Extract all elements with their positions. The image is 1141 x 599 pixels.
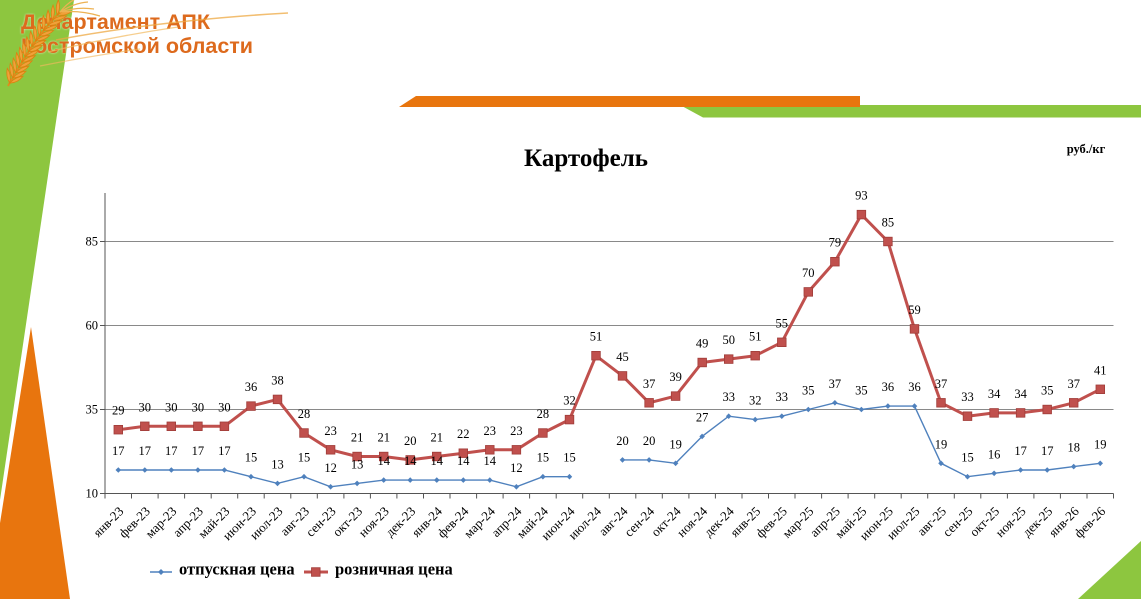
- svg-text:41: 41: [1094, 363, 1107, 377]
- svg-text:15: 15: [563, 451, 576, 465]
- svg-text:33: 33: [722, 390, 735, 404]
- svg-text:50: 50: [722, 333, 735, 347]
- svg-text:33: 33: [776, 390, 789, 404]
- svg-text:35: 35: [855, 384, 868, 398]
- svg-text:14: 14: [457, 454, 470, 468]
- svg-text:27: 27: [696, 410, 709, 424]
- svg-text:20: 20: [643, 434, 656, 448]
- svg-text:85: 85: [882, 216, 895, 230]
- svg-text:17: 17: [139, 444, 152, 458]
- svg-text:38: 38: [271, 373, 284, 387]
- svg-text:12: 12: [324, 461, 337, 475]
- svg-text:23: 23: [510, 424, 523, 438]
- svg-text:13: 13: [271, 457, 284, 471]
- svg-text:ноя-25: ноя-25: [992, 504, 1028, 540]
- svg-text:37: 37: [643, 377, 656, 391]
- svg-text:22: 22: [457, 427, 470, 441]
- svg-text:16: 16: [988, 447, 1001, 461]
- svg-text:32: 32: [749, 394, 762, 408]
- svg-text:37: 37: [829, 377, 842, 391]
- svg-text:15: 15: [298, 451, 311, 465]
- svg-text:23: 23: [484, 424, 497, 438]
- svg-text:39: 39: [669, 370, 682, 384]
- svg-text:15: 15: [537, 451, 550, 465]
- svg-text:20: 20: [404, 434, 417, 448]
- svg-text:35: 35: [86, 403, 99, 417]
- svg-text:15: 15: [245, 451, 258, 465]
- svg-text:17: 17: [192, 444, 205, 458]
- svg-text:49: 49: [696, 337, 709, 351]
- svg-text:17: 17: [165, 444, 178, 458]
- svg-text:34: 34: [988, 387, 1001, 401]
- svg-text:14: 14: [377, 454, 390, 468]
- svg-text:30: 30: [139, 400, 152, 414]
- svg-text:28: 28: [537, 407, 550, 421]
- svg-text:17: 17: [1014, 444, 1027, 458]
- svg-text:23: 23: [324, 424, 337, 438]
- svg-text:30: 30: [218, 400, 231, 414]
- svg-text:21: 21: [377, 431, 390, 445]
- svg-text:36: 36: [908, 380, 921, 394]
- svg-text:21: 21: [431, 431, 444, 445]
- svg-text:сен-23: сен-23: [303, 504, 339, 540]
- svg-text:32: 32: [563, 394, 576, 408]
- svg-text:17: 17: [218, 444, 231, 458]
- svg-text:мар-24: мар-24: [461, 503, 499, 541]
- svg-text:10: 10: [86, 487, 99, 501]
- svg-text:20: 20: [616, 434, 629, 448]
- svg-text:28: 28: [298, 407, 311, 421]
- svg-text:29: 29: [112, 404, 125, 418]
- svg-text:55: 55: [776, 316, 789, 330]
- svg-text:17: 17: [1041, 444, 1054, 458]
- svg-text:30: 30: [165, 400, 178, 414]
- svg-text:51: 51: [749, 330, 762, 344]
- svg-text:Картофель: Картофель: [524, 145, 648, 172]
- svg-text:36: 36: [882, 380, 895, 394]
- svg-text:34: 34: [1014, 387, 1027, 401]
- svg-text:руб./кг: руб./кг: [1067, 142, 1106, 156]
- svg-text:розничная цена: розничная цена: [335, 560, 453, 579]
- svg-text:35: 35: [1041, 384, 1054, 398]
- svg-text:51: 51: [590, 330, 603, 344]
- svg-text:45: 45: [616, 350, 629, 364]
- svg-text:17: 17: [112, 444, 125, 458]
- svg-text:отпускная цена: отпускная цена: [179, 560, 295, 579]
- svg-text:35: 35: [802, 384, 815, 398]
- svg-text:59: 59: [908, 303, 921, 317]
- svg-text:21: 21: [351, 431, 364, 445]
- svg-text:фев-26: фев-26: [1071, 503, 1109, 541]
- svg-text:30: 30: [192, 400, 205, 414]
- svg-text:13: 13: [351, 457, 364, 471]
- svg-text:93: 93: [855, 189, 868, 203]
- svg-text:70: 70: [802, 266, 815, 280]
- svg-text:15: 15: [961, 451, 974, 465]
- svg-text:79: 79: [829, 236, 842, 250]
- svg-text:36: 36: [245, 380, 258, 394]
- svg-text:12: 12: [510, 461, 523, 475]
- svg-text:19: 19: [1094, 437, 1107, 451]
- svg-text:37: 37: [935, 377, 948, 391]
- svg-text:14: 14: [484, 454, 497, 468]
- svg-text:85: 85: [86, 235, 99, 249]
- svg-text:33: 33: [961, 390, 974, 404]
- svg-text:сен-25: сен-25: [940, 504, 976, 540]
- svg-text:14: 14: [404, 454, 417, 468]
- svg-text:19: 19: [669, 437, 682, 451]
- svg-text:37: 37: [1067, 377, 1080, 391]
- svg-text:14: 14: [431, 454, 444, 468]
- svg-text:60: 60: [86, 319, 99, 333]
- svg-text:18: 18: [1067, 441, 1080, 455]
- svg-text:19: 19: [935, 437, 948, 451]
